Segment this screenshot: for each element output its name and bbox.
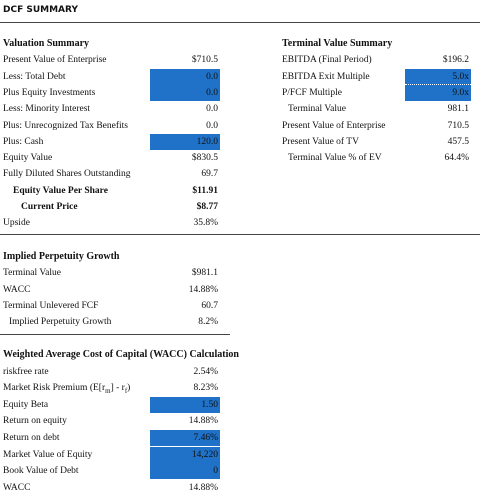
row-value: 120.0 [150, 133, 220, 150]
row-label: Equity Value Per Share [13, 185, 108, 196]
row-value: 8.2% [198, 317, 218, 328]
row-value: 0.0 [150, 84, 220, 101]
page-title: DCF SUMMARY [3, 5, 78, 15]
row-label: Market Risk Premium (E[rm] - rf) [3, 383, 131, 396]
row-value: 981.1 [447, 104, 469, 115]
row-value: 8.23% [193, 383, 218, 394]
row-value: 35.8% [193, 218, 218, 229]
row-value: 0.0 [206, 120, 218, 131]
row-label: EBITDA (Final Period) [282, 55, 372, 66]
section-rule [0, 334, 230, 335]
row-label: Return on debt [3, 433, 60, 443]
row-label: Present Value of Enterprise [282, 120, 386, 131]
row-label: Equity Value [3, 153, 53, 164]
section-rule [0, 234, 480, 235]
row-label: Present Value of TV [282, 136, 359, 147]
title-rule [0, 22, 480, 23]
row-value: 69.7 [201, 169, 218, 180]
row-label: Terminal Value [3, 268, 61, 279]
row-label: Plus Equity Investments [3, 87, 96, 98]
row-value: 64.4% [444, 153, 469, 164]
row-label: Terminal Unlevered FCF [3, 300, 99, 311]
row-label: EBITDA Exit Multiple [282, 71, 370, 82]
row-label: Less: Total Debt [3, 71, 66, 82]
row-label: P/FCF Multiple [282, 87, 342, 98]
row-value: $11.91 [192, 185, 218, 196]
row-label: Equity Beta [3, 399, 49, 410]
row-label: Return on equity [3, 416, 67, 427]
row-value: $710.5 [191, 55, 218, 66]
row-label: Present Value of Enterprise [3, 55, 107, 66]
section-title: Implied Perpetuity Growth [3, 251, 120, 262]
row-label: Fully Diluted Shares Outstanding [3, 169, 131, 180]
row-value: $8.77 [196, 202, 218, 212]
row-label: WACC [3, 482, 31, 493]
row-label: Terminal Value % of EV [288, 153, 382, 164]
row-value: 5.0x [405, 68, 471, 85]
row-label: Book Value of Debt [3, 466, 79, 477]
section-title: Weighted Average Cost of Capital (WACC) … [3, 349, 239, 360]
row-value: $196.2 [442, 55, 469, 66]
row-label: Plus: Cash [3, 136, 44, 147]
row-label: Implied Perpetuity Growth [9, 317, 112, 328]
row-label: Upside [3, 218, 30, 229]
row-label: riskfree rate [3, 366, 49, 377]
row-label: Market Value of Equity [3, 449, 93, 460]
row-value: 457.5 [447, 136, 469, 147]
row-value: $830.5 [191, 153, 218, 164]
row-value: 2.54% [193, 366, 218, 377]
row-value: 710.5 [447, 120, 469, 131]
row-value: 14.88% [188, 416, 218, 427]
section-title: Terminal Value Summary [282, 38, 393, 49]
row-value: 7.46% [150, 430, 220, 446]
row-value: 1.50 [150, 396, 220, 413]
section-title: Valuation Summary [3, 38, 90, 49]
row-value: 9.0x [405, 84, 471, 101]
row-value: 14.88% [188, 284, 218, 295]
row-label: WACC [3, 284, 31, 295]
row-label: Current Price [21, 202, 78, 212]
row-value: 0.0 [206, 104, 218, 115]
row-label: Terminal Value [288, 104, 346, 115]
row-value: 0 [150, 463, 220, 480]
row-value: $981.1 [191, 268, 218, 279]
row-label: Plus: Unrecognized Tax Benefits [3, 120, 129, 131]
row-label: Less: Minority Interest [3, 104, 91, 115]
row-value: 14,220 [150, 446, 220, 463]
row-value: 60.7 [201, 300, 218, 311]
row-value: 0.0 [150, 68, 220, 85]
row-value: 14.88% [188, 482, 218, 493]
